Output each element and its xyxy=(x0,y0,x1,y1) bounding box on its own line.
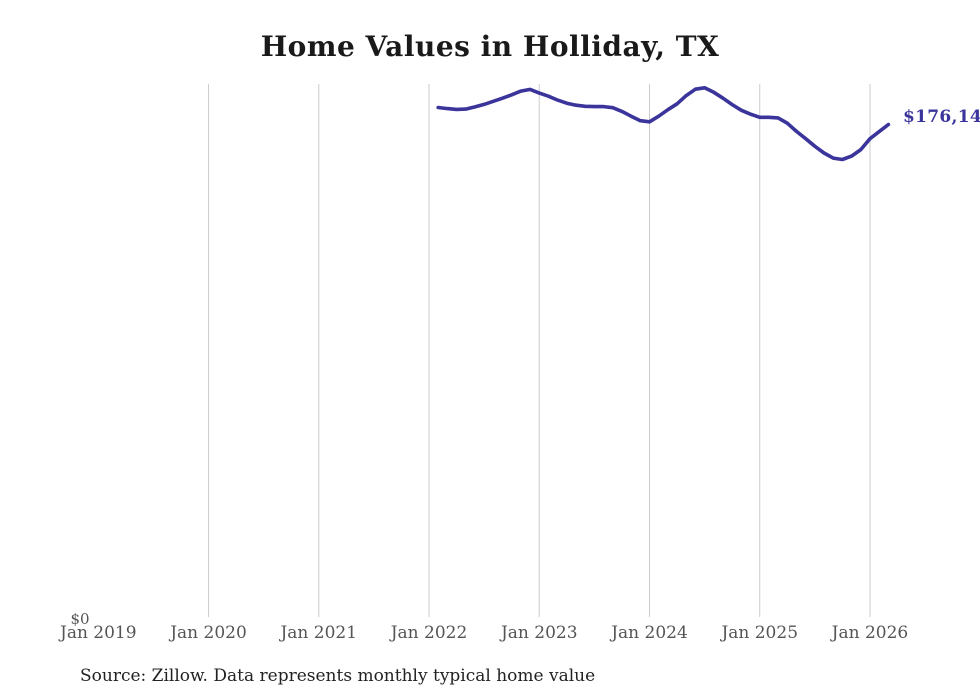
y-axis-zero-label: $0 xyxy=(70,610,90,628)
x-axis-tick-label: Jan 2019 xyxy=(60,623,137,643)
x-axis-tick-label: Jan 2026 xyxy=(831,623,909,643)
x-axis-tick-label: Jan 2025 xyxy=(721,623,799,643)
x-axis-tick-label: Jan 2024 xyxy=(611,623,688,643)
x-axis-tick-label: Jan 2021 xyxy=(280,623,358,643)
source-note: Source: Zillow. Data represents monthly … xyxy=(80,666,596,686)
x-axis-tick-label: Jan 2020 xyxy=(170,623,247,643)
chart-title: Home Values in Holliday, TX xyxy=(260,30,720,63)
last-value-label: $176,141 xyxy=(903,107,980,127)
home-value-line xyxy=(436,86,891,162)
x-axis-tick-label: Jan 2023 xyxy=(500,623,578,643)
x-axis-tick-label: Jan 2022 xyxy=(390,623,468,643)
